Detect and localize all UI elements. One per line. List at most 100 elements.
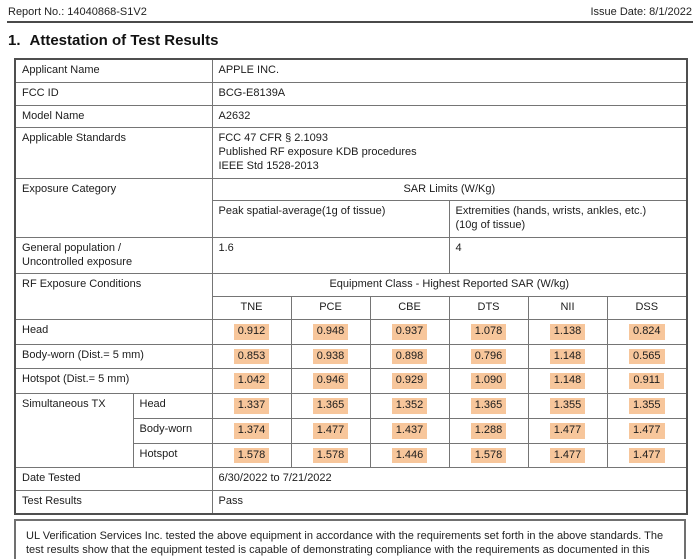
column-header-dss: DSS (606, 296, 688, 320)
table-row: RF Exposure Conditions Equipment Class -… (14, 273, 688, 320)
sar-value: 1.365 (312, 398, 349, 414)
sar-value-cell: 0.824 (606, 318, 688, 345)
sar-limits-header: SAR Limits (W/Kg) (211, 177, 688, 202)
equipment-class-header: Equipment Class - Highest Reported SAR (… (211, 273, 688, 297)
row-label-body-worn: Body-worn (Dist.= 5 mm) (14, 343, 213, 370)
table-row: Applicable Standards FCC 47 CFR § 2.1093… (14, 127, 688, 179)
column-header-nii: NII (527, 296, 608, 320)
sar-value-cell: 1.477 (527, 417, 608, 444)
sar-value: 0.937 (391, 323, 428, 340)
column-header-pce: PCE (290, 296, 371, 320)
table-row: Hotspot 1.578 1.578 1.446 1.578 1.477 1.… (15, 442, 688, 469)
sar-value-cell: 1.477 (606, 417, 688, 444)
sar-value: 1.288 (470, 422, 507, 439)
sar-value: 1.355 (549, 398, 586, 414)
row-sublabel-sim-hotspot: Hotspot (132, 442, 213, 469)
sar-value-cell: 1.477 (527, 442, 608, 469)
table-row: TNE PCE CBE DTS NII DSS (15, 296, 688, 320)
column-header-tne: TNE (211, 296, 292, 320)
sar-value: 0.911 (629, 373, 665, 389)
attestation-table: Applicant Name APPLE INC. FCC ID BCG-E81… (14, 58, 689, 515)
row-sublabel-sim-body-worn: Body-worn (132, 417, 213, 444)
sar-value: 1.477 (549, 422, 586, 439)
applicable-standards-value: FCC 47 CFR § 2.1093 Published RF exposur… (211, 127, 688, 179)
sar-limit-col-extremities: Extremities (hands, wrists, ankles, etc.… (448, 200, 688, 238)
table-row: Applicant Name APPLE INC. (14, 58, 688, 83)
sar-value: 1.477 (629, 447, 665, 464)
sar-value-cell: 1.337 (211, 393, 292, 419)
table-row: Hotspot (Dist.= 5 mm) 1.042 0.946 0.929 … (14, 368, 688, 394)
row-label-applicant-name: Applicant Name (14, 58, 213, 83)
row-label-fcc-id: FCC ID (14, 81, 213, 106)
sar-value-cell: 1.355 (527, 393, 608, 419)
row-label-general-population: General population / Uncontrolled exposu… (14, 236, 213, 275)
sar-value: 1.477 (312, 422, 349, 439)
table-row: General population / Uncontrolled exposu… (14, 236, 688, 275)
sar-value-cell: 1.578 (290, 442, 371, 469)
sar-value: 1.042 (233, 373, 270, 389)
sar-value-cell: 1.365 (448, 393, 529, 419)
model-name-value: A2632 (211, 104, 688, 129)
row-label-simultaneous-tx: Simultaneous TX (14, 392, 134, 469)
applicant-name-value: APPLE INC. (211, 58, 688, 83)
sar-value: 1.078 (470, 323, 507, 340)
sar-value: 1.477 (549, 447, 586, 464)
row-label-rf-exposure-conditions: RF Exposure Conditions (14, 273, 213, 320)
row-label-head: Head (14, 318, 213, 345)
sar-value: 1.437 (391, 422, 428, 439)
sar-value-cell: 1.446 (369, 442, 450, 469)
sar-value: 1.090 (470, 373, 507, 389)
sar-value-cell: 1.477 (290, 417, 371, 444)
row-sublabel-sim-head: Head (132, 393, 213, 419)
sar-value-cell: 1.148 (527, 368, 608, 394)
table-row: Peak spatial-average(1g of tissue) Extre… (15, 200, 688, 238)
sar-limit-peak-value: 1.6 (211, 236, 450, 275)
table-row: Model Name A2632 (14, 104, 688, 129)
table-row: Test Results Pass (14, 489, 688, 515)
sar-value: 1.578 (233, 447, 270, 464)
sar-value: 1.374 (233, 422, 270, 439)
sar-value: 0.824 (629, 323, 665, 340)
column-header-dts: DTS (448, 296, 529, 320)
table-row: Head 0.912 0.948 0.937 1.078 1.138 0.824 (14, 318, 688, 345)
sar-value-cell: 1.578 (211, 442, 292, 469)
sar-value: 0.946 (312, 373, 349, 389)
sar-value-cell: 1.138 (527, 318, 608, 345)
report-number: Report No.: 14040868-S1V2 (8, 6, 147, 18)
sar-value: 1.578 (470, 447, 507, 464)
sar-value-cell: 1.042 (211, 368, 292, 394)
sar-value-cell: 1.352 (369, 393, 450, 419)
sar-value-cell: 1.365 (290, 393, 371, 419)
row-label-hotspot: Hotspot (Dist.= 5 mm) (14, 368, 213, 394)
sar-value-cell: 0.796 (448, 343, 529, 370)
sar-value: 1.365 (470, 398, 507, 414)
sar-value-cell: 1.437 (369, 417, 450, 444)
section-title-text: Attestation of Test Results (29, 32, 219, 49)
sar-value-cell: 0.898 (369, 343, 450, 370)
table-row: Exposure Category SAR Limits (W/Kg) (14, 177, 688, 238)
table-row: FCC ID BCG-E8139A (14, 81, 688, 106)
sar-value-cell: 0.948 (290, 318, 371, 345)
sar-value-cell: 0.937 (369, 318, 450, 345)
row-label-model-name: Model Name (14, 104, 213, 129)
date-tested-value: 6/30/2022 to 7/21/2022 (211, 467, 688, 491)
sar-value-cell: 0.938 (290, 343, 371, 370)
header-rule (7, 21, 693, 23)
page-title: 1. Attestation of Test Results (8, 32, 692, 49)
sar-value-cell: 0.929 (369, 368, 450, 394)
sar-value-cell: 0.946 (290, 368, 371, 394)
sar-value-cell: 0.565 (606, 343, 688, 370)
sar-value: 1.148 (549, 373, 586, 389)
table-row: Body-worn (Dist.= 5 mm) 0.853 0.938 0.89… (14, 343, 688, 370)
sar-value: 0.853 (233, 348, 270, 365)
sar-value-cell: 0.912 (211, 318, 292, 345)
sar-value-cell: 1.477 (606, 442, 688, 469)
row-label-exposure-category: Exposure Category (14, 177, 213, 238)
sar-value: 1.148 (549, 348, 586, 365)
row-label-applicable-standards: Applicable Standards (14, 127, 213, 179)
sar-value-cell: 1.288 (448, 417, 529, 444)
test-results-value: Pass (211, 489, 688, 515)
sar-value-cell: 1.355 (606, 393, 688, 419)
sar-value: 0.938 (312, 348, 349, 365)
table-row: Date Tested 6/30/2022 to 7/21/2022 (14, 467, 688, 491)
